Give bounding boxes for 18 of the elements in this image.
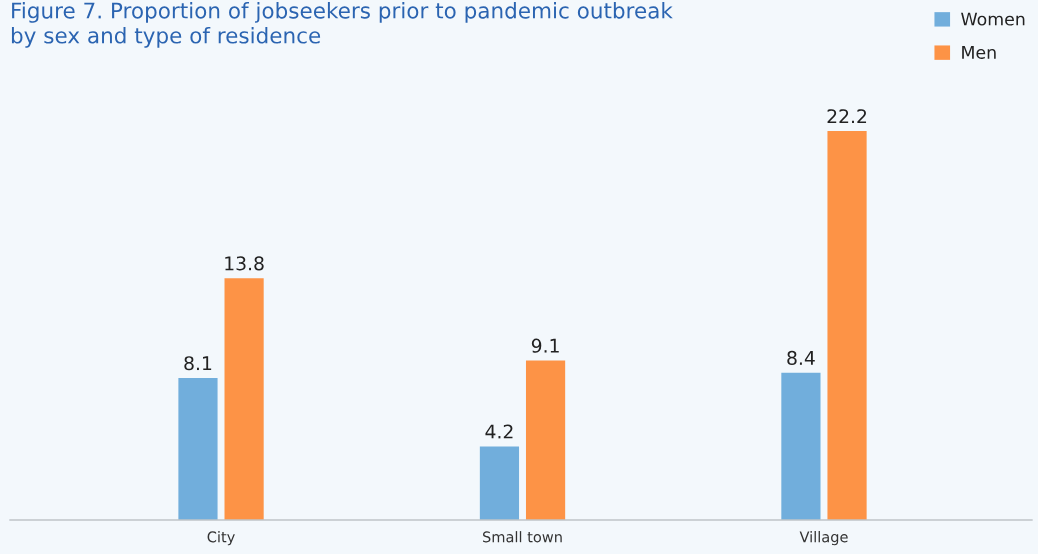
data-label: 8.1 [184, 356, 212, 371]
data-label: 8.4 [787, 350, 815, 366]
data-label: 13.8 [225, 256, 264, 271]
bar [224, 278, 264, 520]
data-label: 4.2 [485, 424, 513, 439]
bar [178, 378, 218, 520]
data-label: 9.1 [531, 338, 559, 353]
x-tick-label: Small town [483, 531, 562, 543]
x-tick-label: City [207, 531, 235, 546]
bar [827, 131, 867, 520]
legend-label: Men [962, 45, 996, 59]
bar [479, 446, 520, 520]
x-tick-label: Village [799, 531, 848, 546]
bar [525, 360, 566, 520]
legend-label: Women [961, 12, 1025, 26]
chart-title: Figure 7. Proportion of jobseekers prior to pandemic outbreak by sex and type of residence [11, 2, 673, 48]
bar [781, 372, 821, 520]
data-label: 22.2 [827, 109, 867, 124]
